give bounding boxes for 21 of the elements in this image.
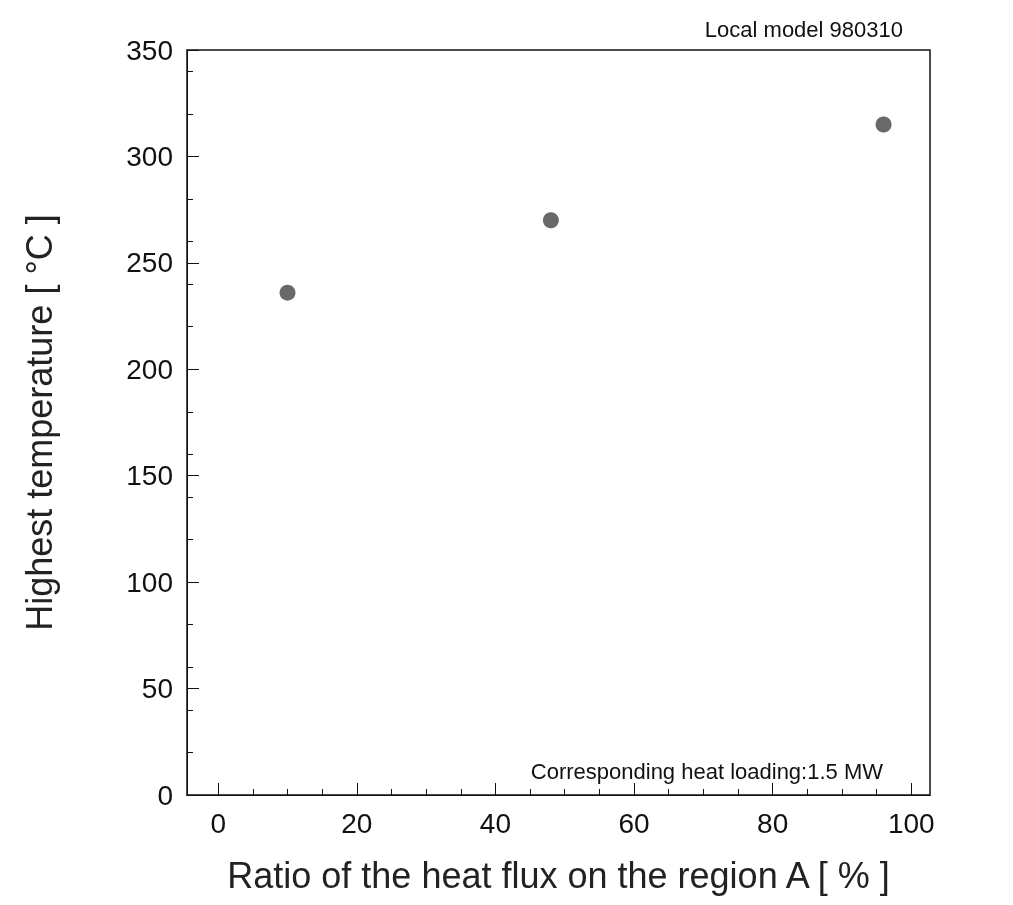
x-tick-label: 100 xyxy=(887,807,935,839)
x-tick-label: 20 xyxy=(341,807,373,839)
x-tick-label: 80 xyxy=(757,807,789,839)
text: Local model 980310 xyxy=(704,16,904,42)
y-tick-label: 250 xyxy=(126,247,173,279)
x-axis-title: Ratio of the heat flux on the region A [ % ] xyxy=(227,854,890,896)
x-tick-label: 0 xyxy=(210,807,226,839)
y-tick-label: 100 xyxy=(126,566,173,598)
y-tick-label: 50 xyxy=(141,673,173,705)
y-tick-label: 150 xyxy=(126,460,173,492)
x-tick-label: 60 xyxy=(618,807,650,839)
y-axis-title: Highest temperature [ °C ] xyxy=(18,214,60,631)
y-tick-label: 0 xyxy=(157,779,173,811)
y-tick-label: 200 xyxy=(126,353,173,385)
point xyxy=(279,284,296,301)
y-tick-label: 300 xyxy=(126,140,173,172)
point xyxy=(542,212,559,229)
annotation: Corresponding heat loading:1.5 MW xyxy=(530,758,884,784)
y-tick-label: 350 xyxy=(126,34,173,66)
x-tick-label: 40 xyxy=(479,807,512,839)
point xyxy=(875,116,892,133)
